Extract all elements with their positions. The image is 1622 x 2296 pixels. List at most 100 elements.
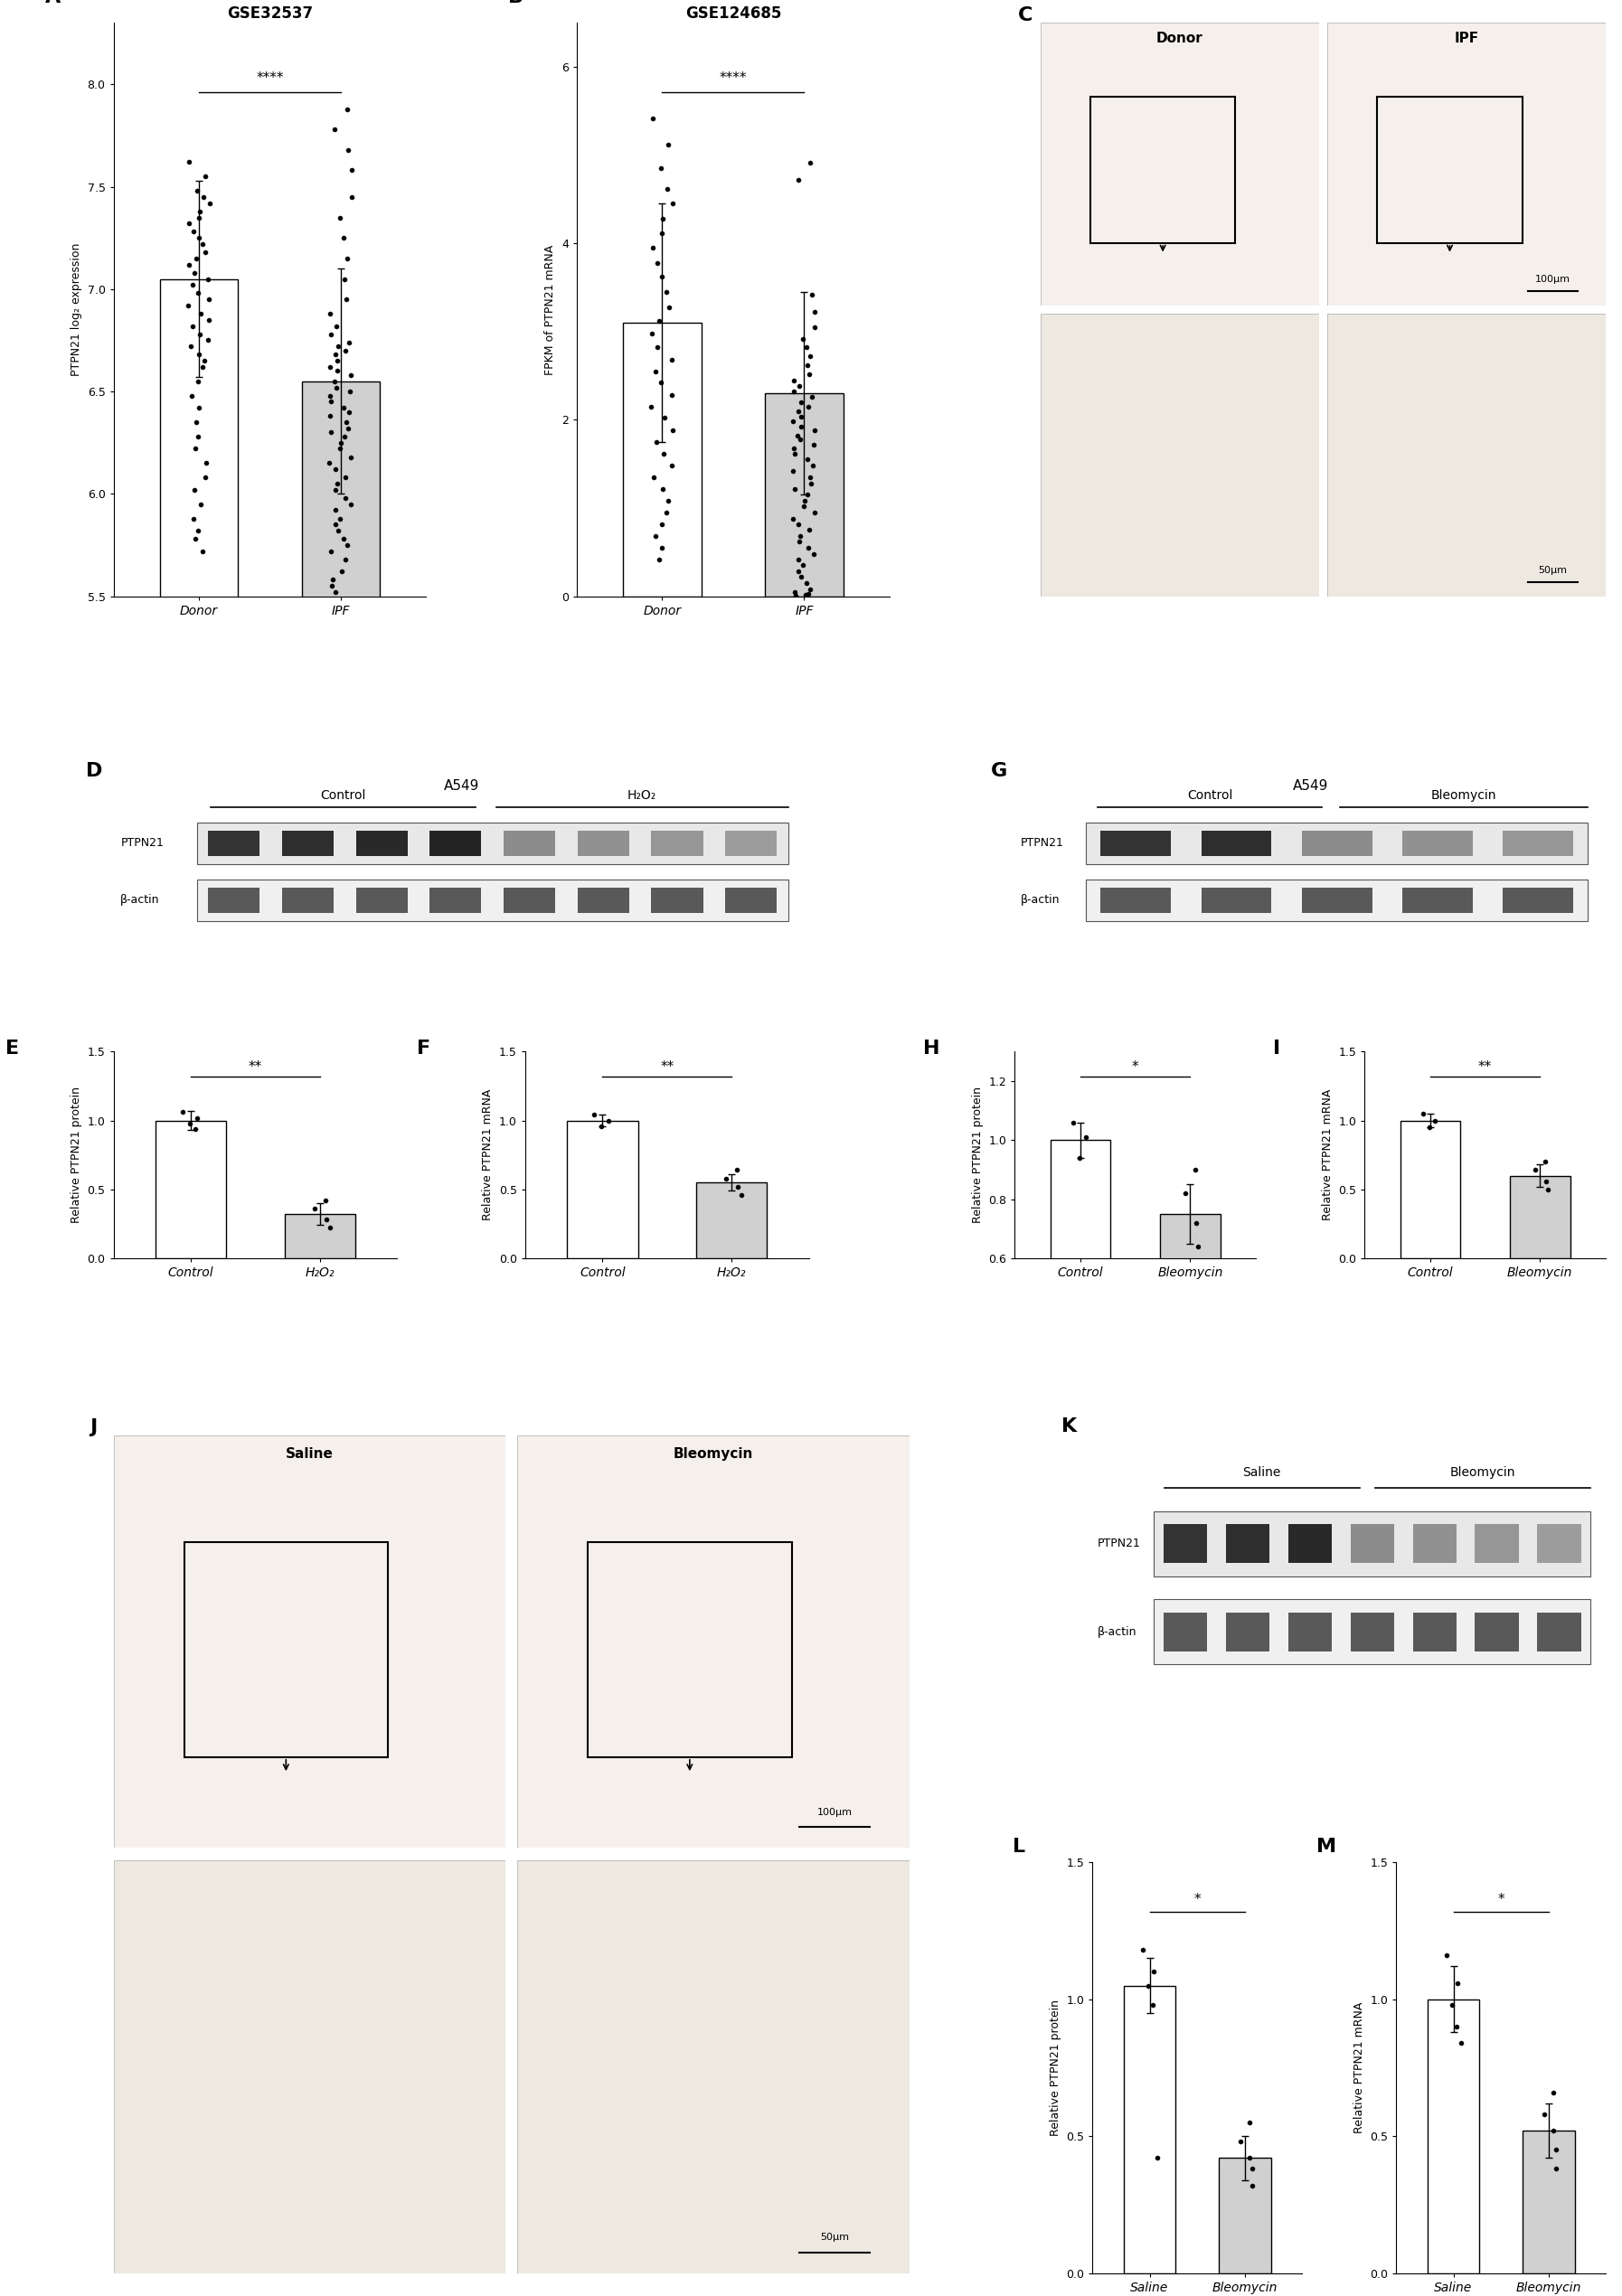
Point: [649, 259, 675, 296]
Point: [318, 296, 344, 333]
Point: [318, 413, 344, 450]
Point: [187, 335, 212, 372]
Point: [714, 1159, 740, 1196]
Title: GSE124685: GSE124685: [684, 5, 782, 21]
Point: [654, 494, 680, 530]
Bar: [652, 831, 702, 856]
Bar: [587, 1543, 792, 1756]
Bar: [1502, 831, 1573, 856]
Text: ****: ****: [256, 71, 284, 85]
Point: [649, 365, 675, 402]
Point: [792, 487, 817, 523]
Text: Control: Control: [1187, 790, 1233, 801]
Bar: [1218, 2158, 1272, 2273]
Point: [795, 576, 821, 613]
Point: [788, 397, 814, 434]
Point: [780, 452, 806, 489]
Point: [1539, 2073, 1565, 2110]
Point: [180, 214, 206, 250]
Point: [1531, 2096, 1557, 2133]
Bar: [183, 1543, 388, 1756]
Bar: [302, 381, 380, 1722]
Bar: [355, 831, 407, 856]
Point: [337, 356, 363, 393]
Text: β-actin: β-actin: [1098, 1626, 1137, 1637]
Text: IPF: IPF: [1455, 32, 1479, 46]
Point: [652, 400, 678, 436]
Point: [185, 363, 211, 400]
Point: [642, 422, 668, 459]
Text: *: *: [1132, 1061, 1139, 1075]
Bar: [1051, 1141, 1111, 1435]
Bar: [1523, 2131, 1575, 2273]
Point: [336, 131, 362, 168]
Point: [190, 533, 216, 569]
Point: [650, 434, 676, 471]
Point: [180, 266, 206, 303]
Point: [323, 491, 349, 528]
Bar: [430, 889, 482, 912]
Bar: [1163, 1525, 1207, 1564]
Point: [333, 333, 358, 370]
Bar: [1351, 1612, 1393, 1651]
Point: [1061, 1104, 1087, 1141]
Bar: [1401, 831, 1473, 856]
Point: [190, 349, 216, 386]
Y-axis label: FPKM of PTPN21 mRNA: FPKM of PTPN21 mRNA: [545, 243, 556, 374]
Bar: [1202, 889, 1272, 912]
Point: [783, 576, 809, 613]
Point: [302, 1189, 328, 1226]
Text: Bleomycin: Bleomycin: [1450, 1467, 1515, 1479]
Point: [180, 501, 206, 537]
Text: I: I: [1273, 1040, 1280, 1058]
Point: [795, 347, 821, 383]
Point: [324, 370, 350, 406]
Point: [649, 214, 675, 250]
Point: [801, 535, 827, 572]
Point: [1072, 1118, 1098, 1155]
Bar: [725, 889, 777, 912]
Bar: [1085, 822, 1588, 863]
Point: [187, 220, 212, 257]
Point: [313, 1201, 339, 1238]
Y-axis label: Relative PTPN21 mRNA: Relative PTPN21 mRNA: [482, 1088, 493, 1221]
Point: [320, 563, 345, 599]
Y-axis label: Relative PTPN21 mRNA: Relative PTPN21 mRNA: [1353, 2002, 1366, 2133]
Point: [1182, 1205, 1208, 1242]
Point: [796, 459, 822, 496]
Point: [190, 225, 216, 262]
Point: [183, 241, 209, 278]
Bar: [208, 889, 260, 912]
Point: [796, 512, 822, 549]
Point: [780, 501, 806, 537]
Point: [649, 505, 675, 542]
Point: [646, 542, 672, 579]
Point: [187, 200, 212, 236]
Point: [796, 356, 822, 393]
Point: [313, 1182, 339, 1219]
Point: [798, 145, 824, 181]
Bar: [696, 1182, 767, 1258]
Point: [782, 374, 808, 411]
Y-axis label: Relative PTPN21 mRNA: Relative PTPN21 mRNA: [1322, 1088, 1333, 1221]
Point: [337, 487, 363, 523]
Bar: [1474, 1525, 1518, 1564]
Point: [1531, 1143, 1557, 1180]
Point: [780, 404, 806, 441]
Point: [655, 126, 681, 163]
Point: [785, 418, 811, 455]
Point: [1422, 1102, 1448, 1139]
Point: [801, 310, 827, 347]
Point: [782, 434, 808, 471]
Point: [324, 354, 350, 390]
Point: [191, 158, 217, 195]
Point: [1448, 2025, 1474, 2062]
Point: [187, 193, 212, 230]
Point: [323, 308, 349, 344]
Point: [642, 519, 668, 556]
Text: Bleomycin: Bleomycin: [673, 1446, 753, 1460]
Point: [188, 487, 214, 523]
Bar: [1502, 889, 1573, 912]
Text: A: A: [45, 0, 60, 7]
Text: **: **: [1478, 1061, 1492, 1075]
